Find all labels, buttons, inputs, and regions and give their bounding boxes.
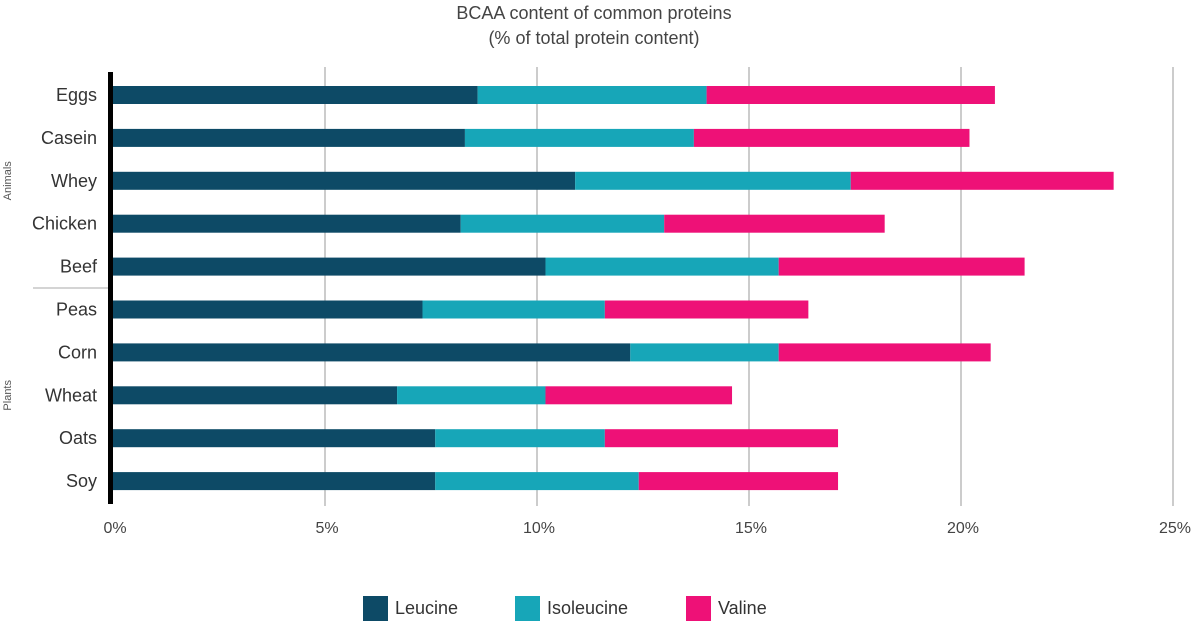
category-label: Chicken: [32, 214, 97, 234]
bar-beef-isoleucine: [545, 257, 779, 276]
category-label: Corn: [58, 342, 97, 362]
x-tick-label: 0%: [103, 520, 126, 537]
bar-peas-valine: [604, 300, 809, 319]
group-label: Plants: [2, 380, 14, 411]
bar-corn-valine: [778, 343, 991, 362]
category-label: Eggs: [56, 85, 97, 105]
bar-whey-leucine: [113, 171, 576, 190]
category-label: Oats: [59, 428, 97, 448]
bars-area: [113, 86, 1114, 491]
category-label: Beef: [60, 257, 98, 277]
category-labels: Eggs Casein Whey Chicken Beef Peas Corn Wheat Oa…: [32, 85, 98, 491]
bar-oats-valine: [604, 429, 839, 448]
bar-chicken-valine: [664, 214, 885, 233]
bar-peas-leucine: [113, 300, 423, 319]
bar-chicken-isoleucine: [460, 214, 665, 233]
bar-oats-leucine: [113, 429, 436, 448]
bar-casein-leucine: [113, 128, 465, 147]
x-tick-label: 20%: [947, 520, 979, 537]
x-tick-label: 25%: [1159, 520, 1191, 537]
x-axis-ticks: 0% 5% 10% 15% 20% 25%: [103, 520, 1191, 537]
bar-beef-valine: [778, 257, 1025, 276]
legend-label: Isoleucine: [547, 598, 628, 618]
category-label: Casein: [41, 128, 97, 148]
x-tick-label: 15%: [735, 520, 767, 537]
legend: Leucine Isoleucine Valine: [363, 596, 767, 621]
bar-eggs-isoleucine: [477, 86, 707, 104]
legend-label: Leucine: [395, 598, 458, 618]
x-tick-label: 5%: [315, 520, 338, 537]
legend-swatch-isoleucine: [515, 596, 540, 621]
bar-casein-isoleucine: [464, 128, 694, 147]
bar-peas-isoleucine: [422, 300, 605, 319]
category-label: Peas: [56, 300, 97, 320]
bar-soy-leucine: [113, 472, 436, 491]
bar-eggs-valine: [706, 86, 995, 104]
bar-soy-valine: [638, 472, 839, 491]
x-tick-label: 10%: [523, 520, 555, 537]
bar-wheat-valine: [545, 386, 733, 405]
legend-swatch-leucine: [363, 596, 388, 621]
bar-corn-isoleucine: [630, 343, 779, 362]
y-axis-line: [108, 72, 113, 504]
chart-subtitle: (% of total protein content): [488, 28, 699, 48]
chart-title: BCAA content of common proteins: [456, 3, 731, 23]
bar-soy-isoleucine: [435, 472, 639, 491]
bar-wheat-isoleucine: [397, 386, 546, 405]
group-label: Animals: [2, 161, 14, 201]
bar-casein-valine: [693, 128, 970, 147]
category-label: Soy: [66, 471, 97, 491]
bar-eggs-leucine: [113, 86, 478, 104]
legend-swatch-valine: [686, 596, 711, 621]
group-labels: Animals Plants: [2, 161, 108, 411]
legend-label: Valine: [718, 598, 767, 618]
bar-beef-leucine: [113, 257, 546, 276]
category-label: Wheat: [45, 385, 97, 405]
bar-oats-isoleucine: [435, 429, 605, 448]
bar-chicken-leucine: [113, 214, 461, 233]
bar-whey-isoleucine: [575, 171, 851, 190]
category-label: Whey: [51, 171, 97, 191]
bar-whey-valine: [850, 171, 1114, 190]
bar-wheat-leucine: [113, 386, 398, 405]
bar-corn-leucine: [113, 343, 631, 362]
